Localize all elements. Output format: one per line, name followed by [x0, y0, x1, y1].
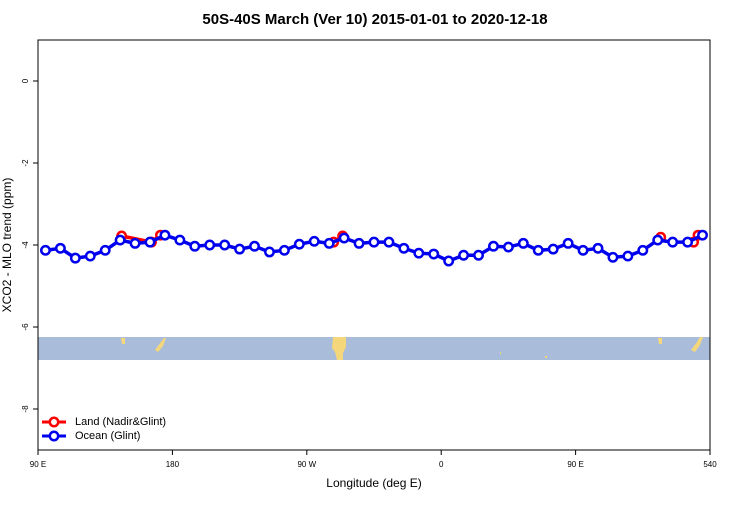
x-tick-label: 180: [166, 460, 180, 469]
data-point: [293, 238, 305, 250]
data-point: [443, 255, 455, 267]
data-point: [637, 244, 649, 256]
data-point: [234, 243, 246, 255]
legend-label: Land (Nadir&Glint): [75, 416, 166, 428]
y-axis-label: XCO2 - MLO trend (ppm): [0, 178, 14, 313]
data-point: [562, 237, 574, 249]
x-tick-label: 90 E: [567, 460, 583, 469]
y-tick-label: -4: [21, 241, 30, 249]
data-point: [532, 244, 544, 256]
data-point: [428, 248, 440, 260]
data-point: [473, 249, 484, 261]
data-point: [458, 249, 470, 261]
data-point: [40, 244, 51, 256]
data-point: [54, 242, 66, 254]
data-point: [413, 247, 425, 259]
data-point: [682, 236, 694, 248]
data-point: [547, 243, 559, 255]
data-point: [517, 237, 529, 249]
data-point: [144, 236, 156, 248]
data-point: [652, 234, 664, 246]
legend-marker: [48, 416, 60, 428]
legend-label: Ocean (Glint): [75, 430, 140, 442]
y-tick-label: -2: [21, 159, 30, 167]
data-point: [264, 246, 275, 258]
data-point: [278, 244, 290, 256]
ocean-band: [38, 337, 710, 360]
y-tick-label: 0: [21, 78, 30, 83]
data-point: [338, 232, 350, 244]
data-point: [323, 237, 335, 249]
data-point: [697, 229, 708, 241]
data-point: [219, 239, 231, 251]
data-point: [99, 244, 111, 256]
data-point: [69, 252, 81, 264]
y-tick-label: -8: [21, 405, 30, 413]
data-point: [592, 242, 604, 254]
data-point: [84, 250, 96, 262]
legend-marker: [48, 430, 60, 442]
data-point: [398, 242, 410, 254]
data-point: [114, 234, 126, 246]
data-point: [129, 237, 141, 249]
x-tick-label: 540: [703, 460, 717, 469]
x-tick-label: 90 E: [30, 460, 46, 469]
data-point: [189, 240, 201, 252]
chart-title: 50S-40S March (Ver 10) 2015-01-01 to 202…: [202, 11, 547, 28]
data-point: [502, 241, 514, 253]
map-strip: [38, 337, 710, 360]
data-point: [159, 229, 171, 241]
legend: Land (Nadir&Glint) Ocean (Glint): [42, 416, 166, 442]
data-point: [488, 240, 499, 252]
data-point: [622, 250, 634, 262]
data-point: [383, 236, 395, 248]
data-point: [353, 237, 365, 249]
y-tick-label: -6: [21, 323, 30, 331]
data-point: [667, 236, 679, 248]
x-axis-label: Longitude (deg E): [326, 476, 421, 490]
data-point: [368, 236, 380, 248]
x-tick-label: 90 W: [297, 460, 316, 469]
data-point: [308, 235, 320, 247]
data-point: [249, 240, 260, 252]
data-point: [607, 251, 619, 263]
x-tick-label: 0: [439, 460, 444, 469]
data-point: [577, 244, 589, 256]
data-point: [204, 239, 216, 251]
data-point: [174, 234, 186, 246]
